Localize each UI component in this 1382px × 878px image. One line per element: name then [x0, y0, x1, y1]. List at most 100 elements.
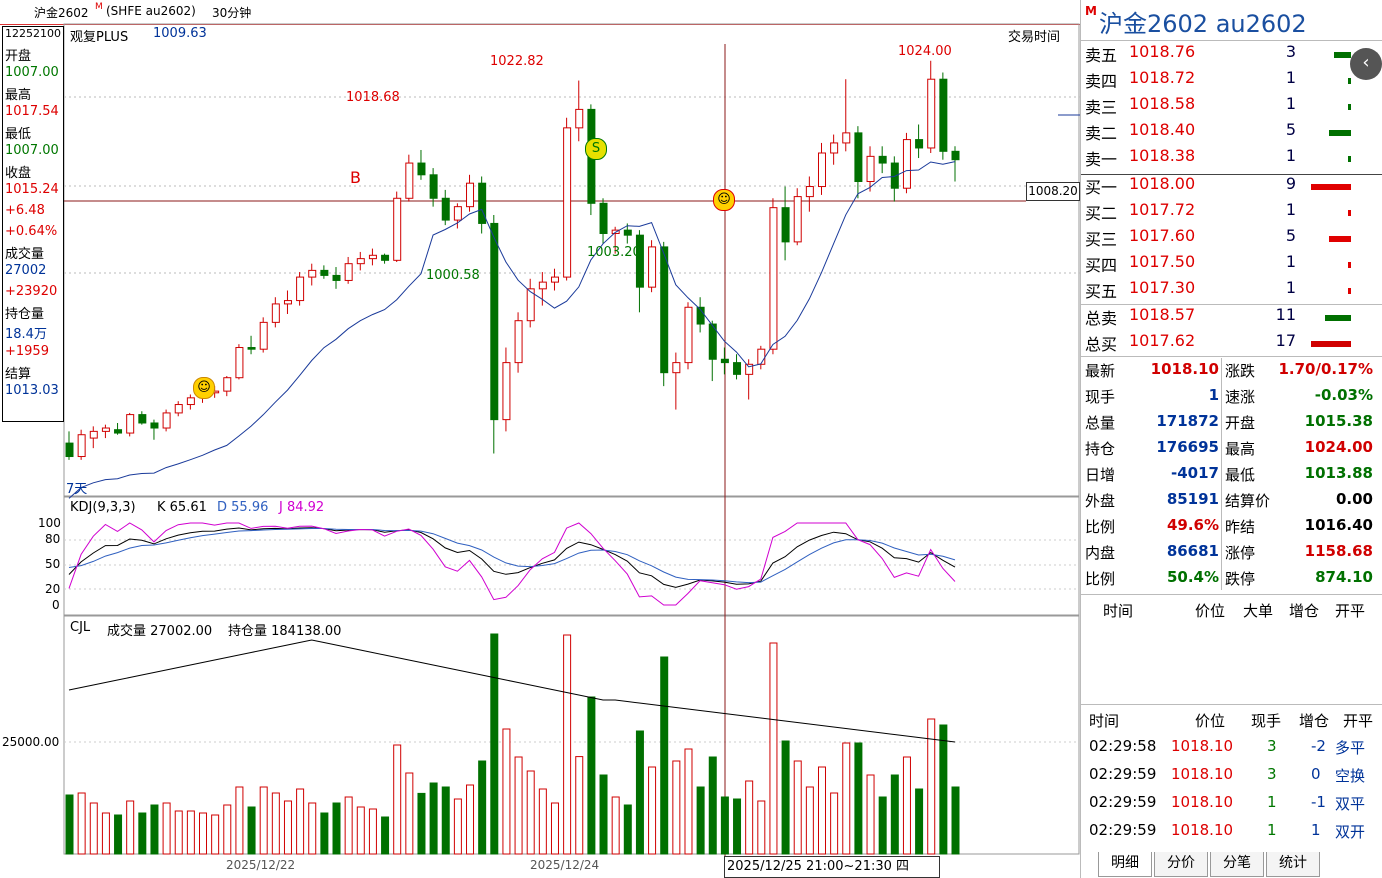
order-volume: 9: [1285, 174, 1296, 193]
kdj-tick-0: 0: [52, 598, 60, 612]
volume-value: 成交量 27002.00: [107, 624, 213, 639]
tick-col-oi[interactable]: 增仓: [1299, 712, 1330, 730]
volume-bar: [878, 796, 887, 855]
order-depth-bar: [1348, 104, 1351, 110]
bid-row[interactable]: 买三 1017.60 5: [1081, 226, 1382, 250]
tick-col-hand[interactable]: 现手: [1251, 712, 1282, 730]
volume-bar: [526, 770, 535, 855]
total-row[interactable]: 总卖 1018.57 11: [1081, 305, 1382, 329]
order-volume: 1: [1285, 146, 1296, 165]
order-price: 1018.58: [1129, 94, 1196, 113]
volume-bar: [817, 766, 826, 855]
open-interest-value: 持仓量 184138.00: [228, 624, 342, 639]
volume-bar: [441, 786, 450, 855]
volume-bar: [538, 788, 547, 855]
candle: [599, 198, 608, 244]
trade-time-button[interactable]: 交易时间: [1008, 30, 1061, 45]
candle: [890, 156, 899, 202]
candle: [575, 80, 584, 142]
bid-row[interactable]: 买五 1017.30 1: [1081, 278, 1382, 302]
volume-bar: [660, 656, 669, 855]
tab-3[interactable]: 统计: [1266, 852, 1320, 877]
volume-bar: [635, 730, 644, 855]
ask-row[interactable]: 卖二 1018.40 5: [1081, 120, 1382, 144]
quote-label: 总量: [1085, 414, 1116, 432]
volume-indicator-label[interactable]: CJL: [70, 620, 91, 635]
candle: [915, 124, 924, 159]
order-depth-bar: [1325, 315, 1351, 321]
volume-bar: [490, 633, 499, 855]
tick-hand: 1: [1267, 821, 1277, 839]
candle: [720, 347, 729, 375]
buy-signal-mark: B: [350, 168, 361, 187]
candle: [283, 290, 292, 314]
order-depth-bar: [1329, 236, 1351, 242]
volume-bar: [842, 742, 851, 855]
chart-period[interactable]: 30分钟: [212, 6, 252, 20]
candle: [866, 146, 875, 192]
tab-0[interactable]: 明细: [1098, 852, 1152, 877]
tab-2[interactable]: 分笔: [1210, 852, 1264, 877]
tick-time: 02:29:59: [1089, 821, 1157, 839]
order-depth-bar: [1311, 341, 1351, 347]
volume-bar: [235, 786, 244, 855]
order-depth-bar: [1348, 78, 1351, 84]
candle: [769, 198, 778, 355]
tick-col-open[interactable]: 开平: [1343, 712, 1374, 730]
bid-row[interactable]: 买二 1017.72 1: [1081, 200, 1382, 224]
big-order-col-big[interactable]: 大单: [1243, 602, 1274, 620]
order-depth-bar: [1348, 288, 1351, 294]
ask-row[interactable]: 卖四 1018.72 1: [1081, 68, 1382, 92]
oi-value: 18.4万: [5, 327, 47, 342]
volume-bar: [648, 766, 657, 855]
quote-value: 874.10: [1315, 568, 1373, 586]
volume-bar: [223, 804, 232, 855]
candle: [708, 320, 717, 382]
kline-chart-area[interactable]: [0, 0, 1080, 878]
volume-bar: [672, 760, 681, 855]
candle: [453, 203, 462, 229]
tick-col-price[interactable]: 价位: [1195, 712, 1226, 730]
chevron-left-icon[interactable]: ‹: [1350, 48, 1382, 80]
volume-bar: [271, 792, 280, 855]
order-price: 1018.00: [1129, 174, 1196, 193]
big-order-col-oi[interactable]: 增仓: [1289, 602, 1320, 620]
big-order-col-open[interactable]: 开平: [1335, 602, 1366, 620]
bar-info-panel: 12252100 开盘 1007.00 最高 1017.54 最低 1007.0…: [2, 26, 64, 422]
quote-value: 1018.10: [1150, 360, 1219, 378]
volume-axis-tick: 25000.00: [2, 735, 60, 749]
candle: [793, 188, 802, 246]
candle: [259, 317, 268, 353]
volume-bar: [174, 810, 183, 855]
bid-row[interactable]: 买一 1018.00 9: [1081, 174, 1382, 198]
ask-row[interactable]: 卖五 1018.76 3: [1081, 42, 1382, 66]
tick-col-time[interactable]: 时间: [1089, 712, 1120, 730]
quote-value: 86681: [1166, 542, 1219, 560]
order-level-label: 买五: [1085, 282, 1118, 301]
ask-row[interactable]: 卖一 1018.38 1: [1081, 146, 1382, 170]
indicator-value: 1009.63: [153, 26, 207, 41]
detail-tabs[interactable]: 明细 分价 分笔 统计: [1082, 852, 1382, 878]
volume-bar: [890, 774, 899, 855]
bid-row[interactable]: 买四 1017.50 1: [1081, 252, 1382, 276]
volume-bar: [65, 794, 74, 855]
volume-bar: [114, 814, 123, 855]
ask-row[interactable]: 卖三 1018.58 1: [1081, 94, 1382, 118]
total-row[interactable]: 总买 1017.62 17: [1081, 331, 1382, 355]
kdj-label[interactable]: KDJ(9,3,3): [70, 500, 136, 515]
order-volume: 5: [1285, 120, 1296, 139]
volume-bar: [915, 788, 924, 855]
candle: [781, 186, 790, 261]
quote-label: 最低: [1225, 466, 1256, 484]
big-order-col-price[interactable]: 价位: [1195, 602, 1226, 620]
volume-bar: [575, 756, 584, 855]
order-price: 1017.50: [1129, 252, 1196, 271]
symbol-title: 沪金2602: [34, 6, 89, 20]
tab-1[interactable]: 分价: [1154, 852, 1208, 877]
indicator-label[interactable]: 观复PLUS: [70, 30, 129, 45]
order-price: 1018.38: [1129, 146, 1196, 165]
candle: [526, 278, 535, 328]
order-volume: 1: [1285, 94, 1296, 113]
quote-label: 速涨: [1225, 388, 1256, 406]
big-order-col-time[interactable]: 时间: [1103, 602, 1134, 620]
